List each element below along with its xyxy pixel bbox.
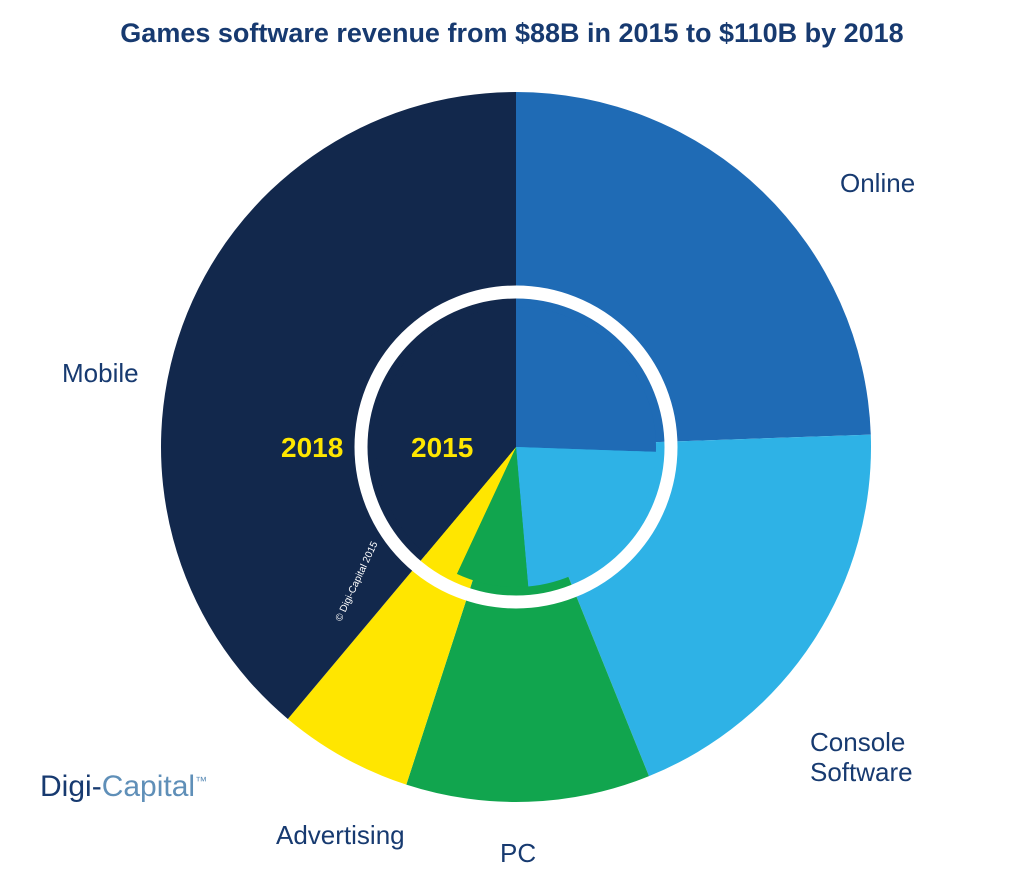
label-console-software: ConsoleSoftware [810, 728, 913, 788]
chart-title: Games software revenue from $88B in 2015… [0, 18, 1024, 49]
label-mobile: Mobile [62, 358, 139, 389]
chart-title-text: Games software revenue from $88B in 2015… [120, 18, 903, 48]
branding: Digi-Capital™ [40, 770, 207, 804]
label-pc: PC [500, 838, 536, 869]
year-2015-label: 2015 [411, 432, 473, 463]
brand-main: Digi [40, 770, 92, 803]
brand-dash: - [92, 770, 102, 803]
label-online: Online [840, 168, 915, 199]
year-2018-label: 2018 [281, 432, 343, 463]
brand-sub: Capital [102, 770, 195, 803]
chart-container: Games software revenue from $88B in 2015… [0, 0, 1024, 877]
label-advertising: Advertising [276, 820, 405, 851]
brand-tm: ™ [195, 774, 207, 788]
